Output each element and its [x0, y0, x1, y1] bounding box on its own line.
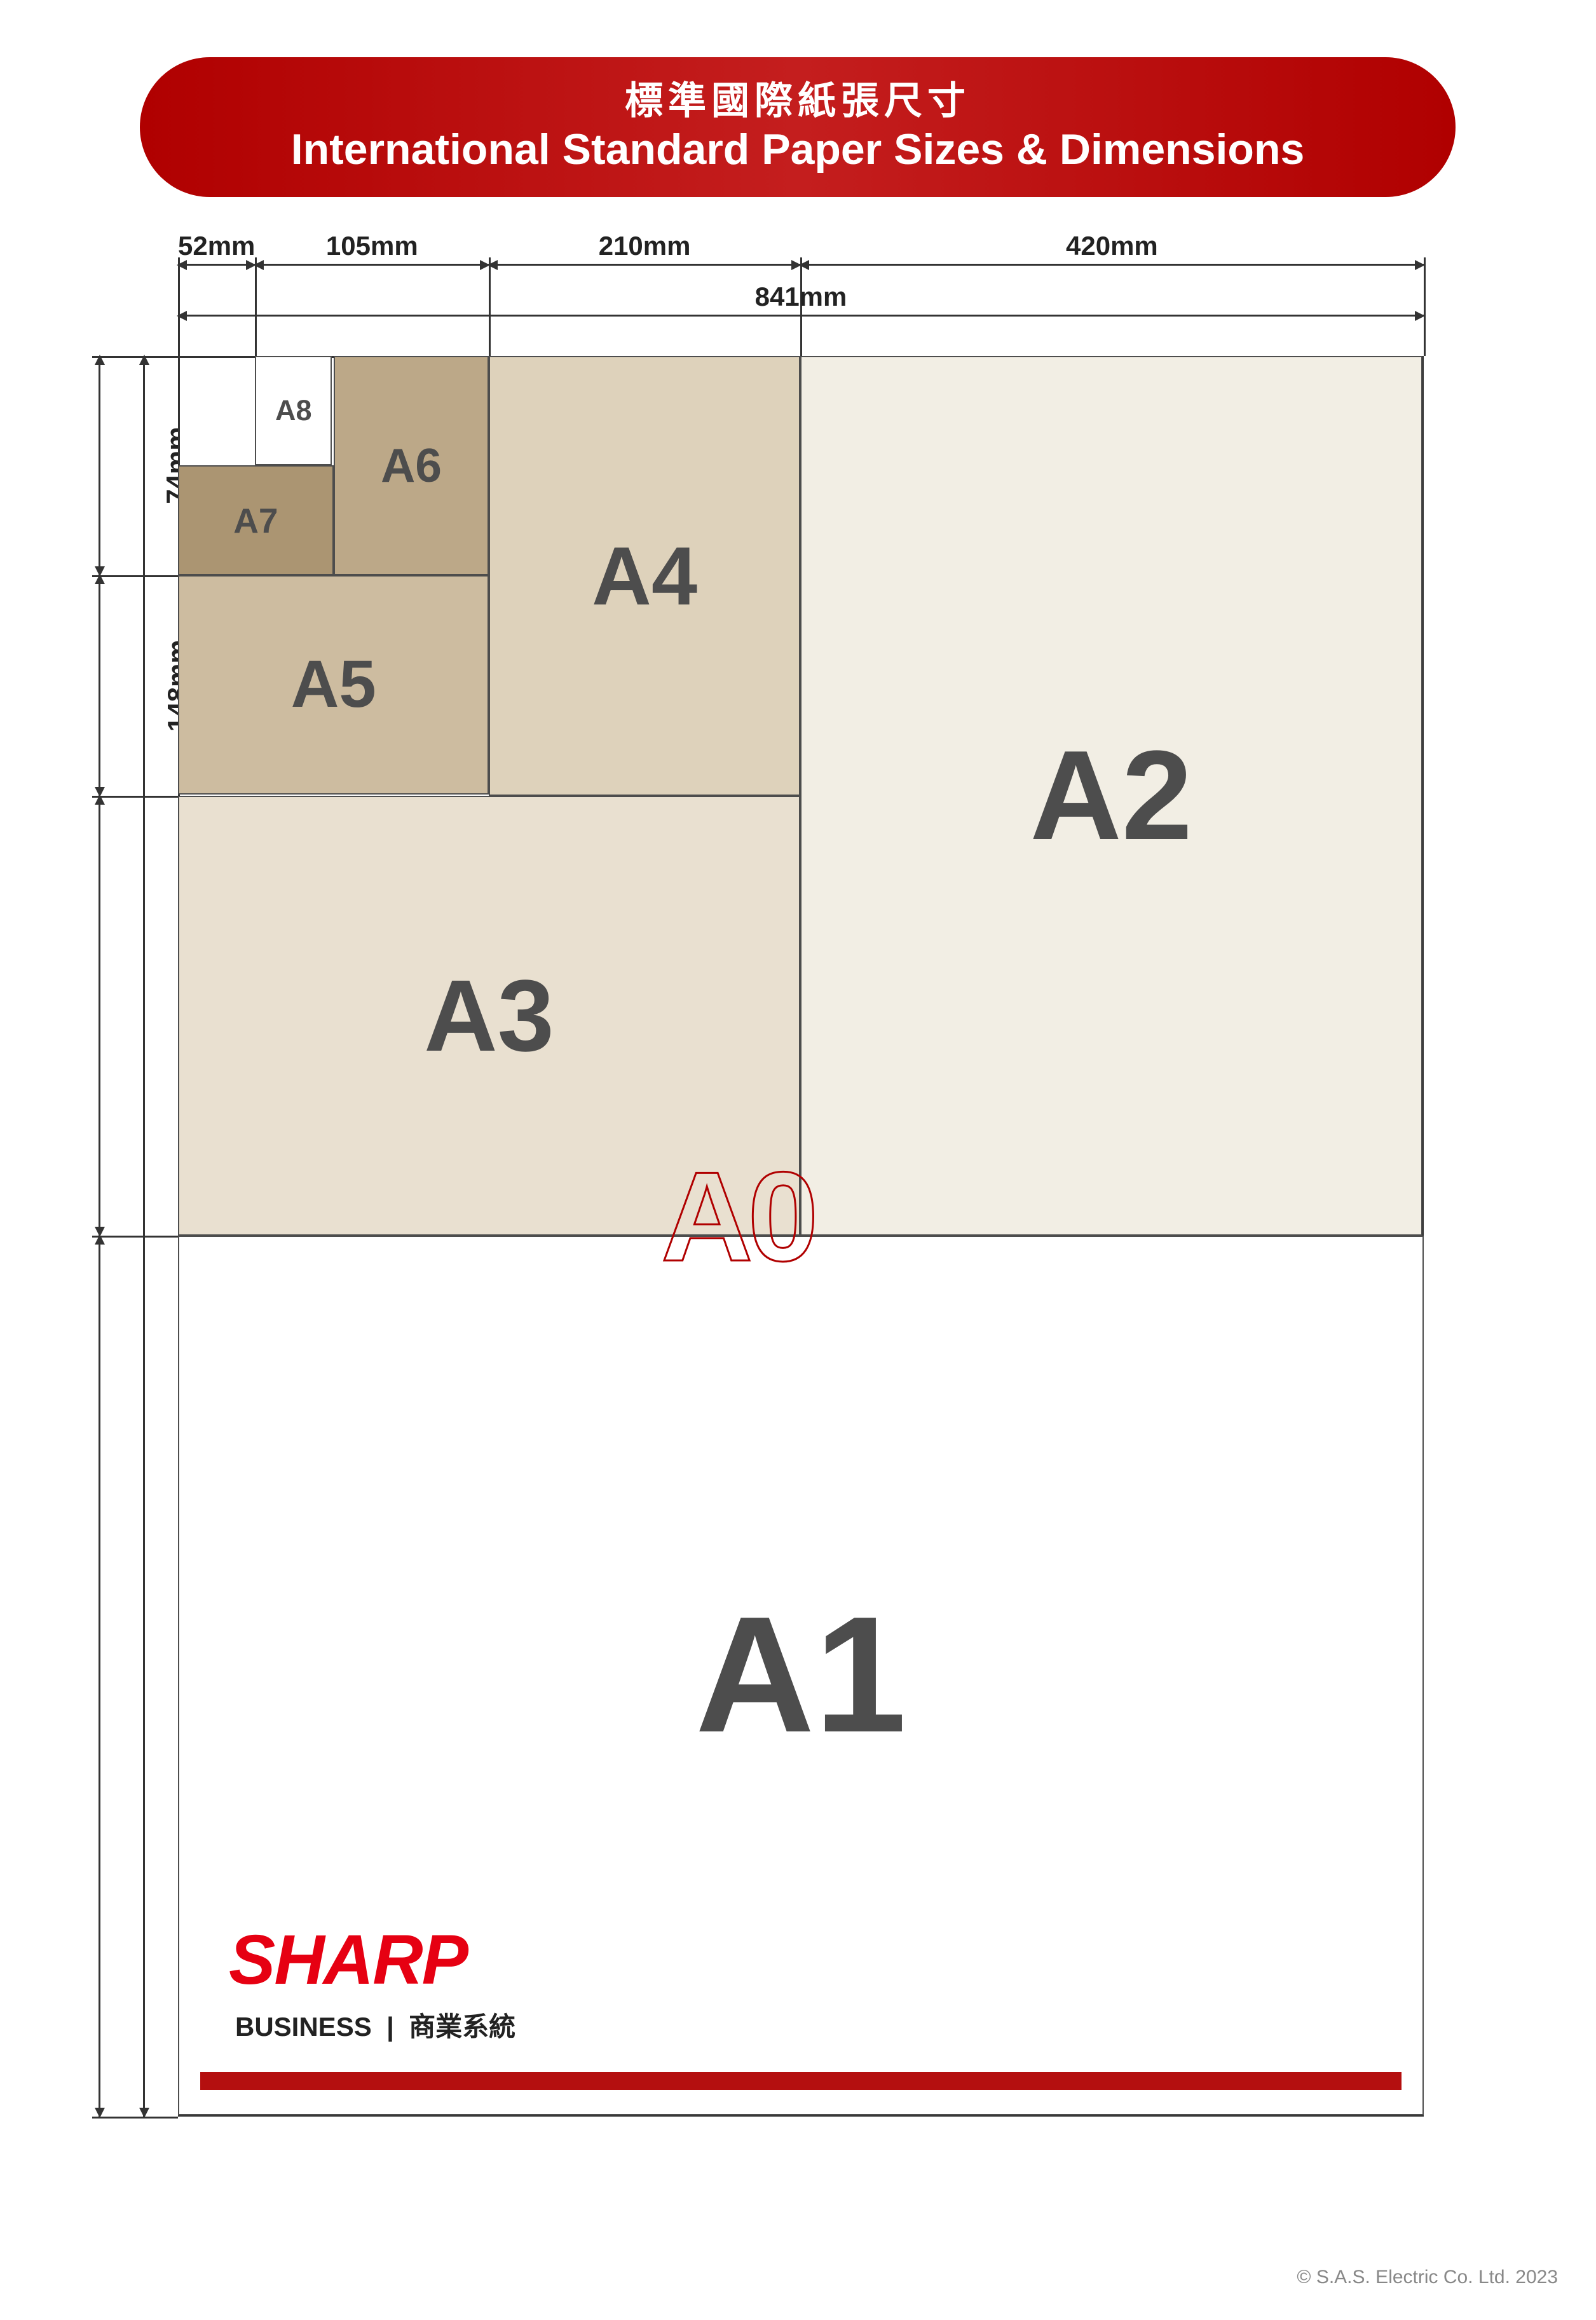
- paper-a4: A4: [489, 356, 800, 796]
- top-tick: [1424, 257, 1426, 356]
- paper-a3: A3: [178, 796, 800, 1236]
- title-zh: 標準國際紙張尺寸: [140, 78, 1456, 124]
- dim-arrow-h: [800, 264, 1424, 266]
- logo-subtext: BUSINESS | 商業系統: [235, 2005, 515, 2044]
- copyright-text: © S.A.S. Electric Co. Ltd. 2023: [1297, 2267, 1558, 2288]
- paper-a6: A6: [334, 356, 489, 575]
- dim-label-top: 210mm: [489, 231, 800, 261]
- paper-diagram: A1A2A3A4A5A6A7A8 A0 SHARP BUSINESS | 商業系…: [178, 356, 1424, 2117]
- paper-a7: A7: [178, 465, 334, 575]
- dim-label-top: 52mm: [178, 231, 255, 261]
- dim-arrow-h: [255, 264, 489, 266]
- sharp-logo: SHARP: [229, 1920, 467, 2000]
- paper-a2: A2: [800, 356, 1422, 1236]
- page: 標準國際紙張尺寸 International Standard Paper Si…: [0, 0, 1596, 2320]
- title-banner: 標準國際紙張尺寸 International Standard Paper Si…: [140, 57, 1456, 197]
- dim-arrow-h: [178, 264, 255, 266]
- dim-label-top: 105mm: [255, 231, 489, 261]
- left-tick: [92, 2117, 178, 2119]
- dim-label-top: 420mm: [800, 231, 1424, 261]
- dim-label-top: 841mm: [178, 282, 1424, 312]
- bottom-red-bar: [200, 2072, 1402, 2090]
- title-en: International Standard Paper Sizes & Dim…: [140, 124, 1456, 176]
- paper-a8: A8: [255, 356, 332, 465]
- dim-arrow-h: [178, 315, 1424, 317]
- paper-a5: A5: [178, 575, 489, 795]
- dim-arrow-h: [489, 264, 800, 266]
